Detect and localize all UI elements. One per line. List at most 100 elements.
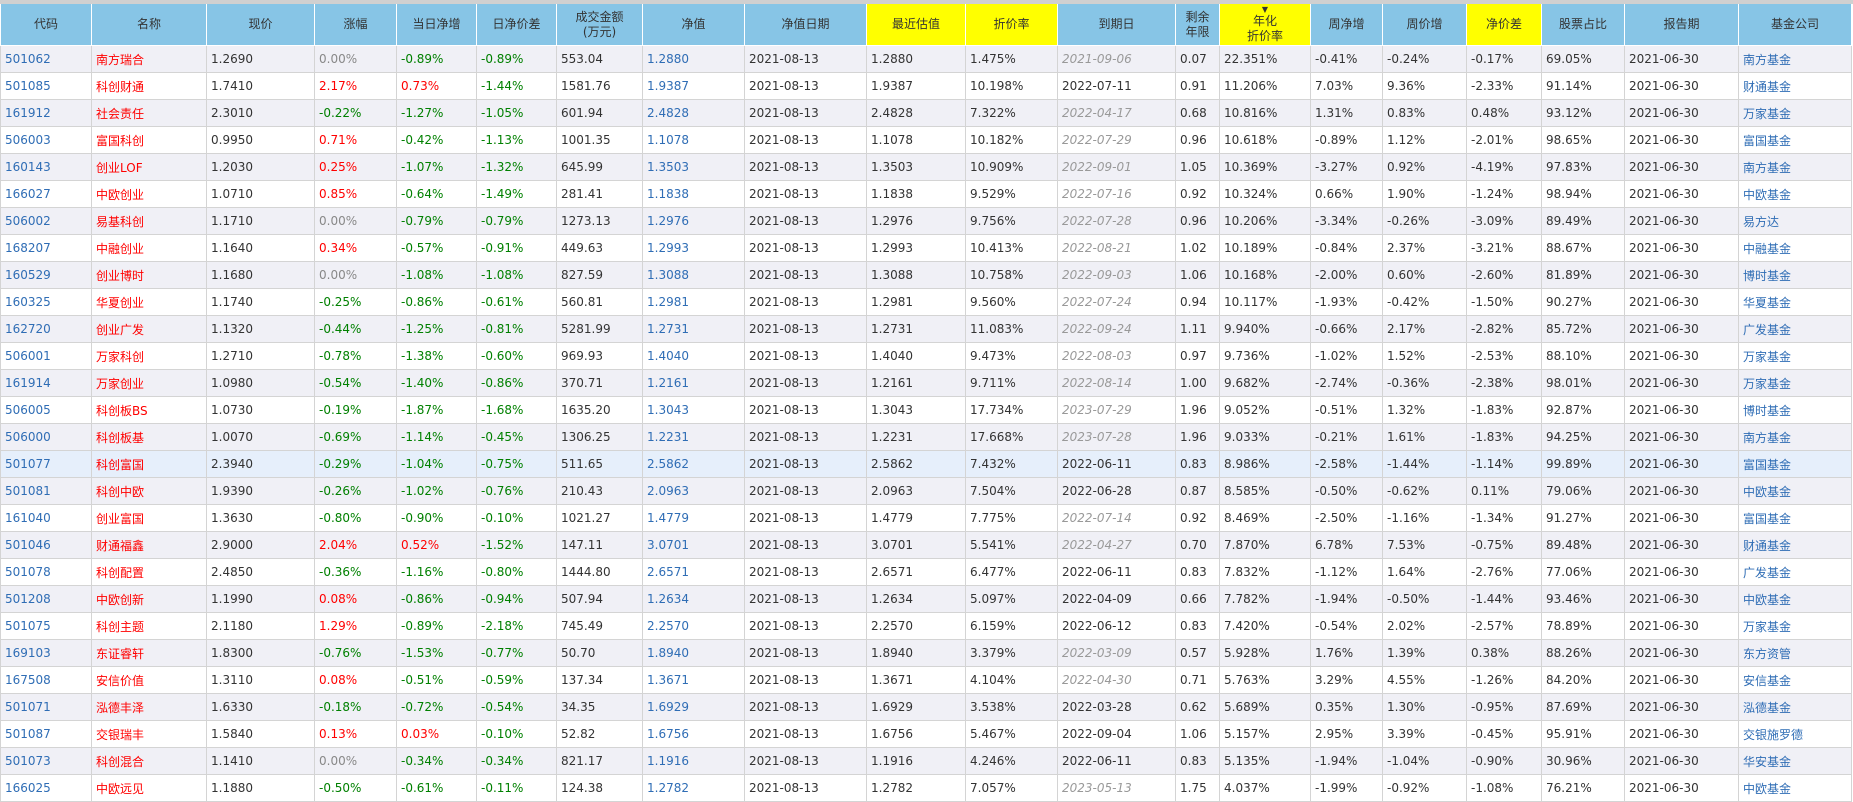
cell-nav[interactable]: 2.2570	[642, 612, 745, 640]
cell-code[interactable]: 161912	[0, 99, 92, 127]
cell-nav[interactable]: 1.2161	[642, 369, 745, 397]
cell-code[interactable]: 501046	[0, 531, 92, 559]
cell-fund-company[interactable]: 富国基金	[1738, 126, 1852, 154]
header-years-left[interactable]: 剩余 年限	[1175, 4, 1220, 46]
table-row[interactable]: 506003 富国科创 0.9950 0.71% -0.42% -1.13% 1001.35…	[0, 126, 1852, 154]
cell-fund-company[interactable]: 安信基金	[1738, 666, 1852, 694]
cell-nav[interactable]: 1.9387	[642, 72, 745, 100]
cell-nav[interactable]: 1.1078	[642, 126, 745, 154]
cell-code[interactable]: 506003	[0, 126, 92, 154]
cell-name[interactable]: 中欧远见	[91, 774, 207, 802]
cell-name[interactable]: 社会责任	[91, 99, 207, 127]
cell-nav[interactable]: 1.3503	[642, 153, 745, 181]
cell-code[interactable]: 169103	[0, 639, 92, 667]
cell-name[interactable]: 创业富国	[91, 504, 207, 532]
cell-name[interactable]: 华夏创业	[91, 288, 207, 316]
header-day-nav-change[interactable]: 当日净增	[396, 4, 477, 46]
cell-code[interactable]: 501078	[0, 558, 92, 586]
cell-name[interactable]: 科创主题	[91, 612, 207, 640]
cell-nav[interactable]: 1.1838	[642, 180, 745, 208]
cell-name[interactable]: 万家创业	[91, 369, 207, 397]
cell-fund-company[interactable]: 泓德基金	[1738, 693, 1852, 721]
cell-name[interactable]: 科创板BS	[91, 396, 207, 424]
cell-name[interactable]: 财通福鑫	[91, 531, 207, 559]
table-row[interactable]: 506001 万家科创 1.2710 -0.78% -1.38% -0.60% 969.93…	[0, 342, 1852, 370]
cell-nav[interactable]: 1.2993	[642, 234, 745, 262]
cell-fund-company[interactable]: 中欧基金	[1738, 774, 1852, 802]
cell-code[interactable]: 506000	[0, 423, 92, 451]
cell-name[interactable]: 科创配置	[91, 558, 207, 586]
cell-code[interactable]: 167508	[0, 666, 92, 694]
table-row[interactable]: 501062 南方瑞合 1.2690 0.00% -0.89% -0.89% 553.04 1…	[0, 45, 1852, 73]
cell-name[interactable]: 万家科创	[91, 342, 207, 370]
cell-nav[interactable]: 1.2231	[642, 423, 745, 451]
cell-nav[interactable]: 1.6756	[642, 720, 745, 748]
cell-name[interactable]: 交银瑞丰	[91, 720, 207, 748]
header-fund-company[interactable]: 基金公司	[1738, 4, 1852, 46]
header-price[interactable]: 现价	[206, 4, 315, 46]
cell-name[interactable]: 中融创业	[91, 234, 207, 262]
cell-nav[interactable]: 1.2731	[642, 315, 745, 343]
cell-fund-company[interactable]: 万家基金	[1738, 342, 1852, 370]
header-day-spread[interactable]: 日净价差	[476, 4, 557, 46]
header-net-spread[interactable]: 净价差	[1466, 4, 1542, 46]
cell-code[interactable]: 501081	[0, 477, 92, 505]
cell-nav[interactable]: 1.2976	[642, 207, 745, 235]
cell-code[interactable]: 160325	[0, 288, 92, 316]
table-row[interactable]: 160143 创业LOF 1.2030 0.25% -1.07% -1.32% 645.99…	[0, 153, 1852, 181]
cell-fund-company[interactable]: 中融基金	[1738, 234, 1852, 262]
cell-name[interactable]: 东证睿轩	[91, 639, 207, 667]
cell-nav[interactable]: 1.2782	[642, 774, 745, 802]
cell-code[interactable]: 160529	[0, 261, 92, 289]
cell-fund-company[interactable]: 华夏基金	[1738, 288, 1852, 316]
cell-code[interactable]: 161914	[0, 369, 92, 397]
cell-code[interactable]: 501073	[0, 747, 92, 775]
cell-code[interactable]: 166025	[0, 774, 92, 802]
cell-nav[interactable]: 1.3088	[642, 261, 745, 289]
cell-name[interactable]: 创业广发	[91, 315, 207, 343]
header-maturity[interactable]: 到期日	[1057, 4, 1176, 46]
cell-code[interactable]: 162720	[0, 315, 92, 343]
cell-code[interactable]: 501062	[0, 45, 92, 73]
cell-name[interactable]: 中欧创业	[91, 180, 207, 208]
cell-code[interactable]: 168207	[0, 234, 92, 262]
cell-fund-company[interactable]: 中欧基金	[1738, 180, 1852, 208]
cell-name[interactable]: 泓德丰泽	[91, 693, 207, 721]
table-row[interactable]: 501075 科创主题 2.1180 1.29% -0.89% -2.18% 745.49 2…	[0, 612, 1852, 640]
table-row[interactable]: 501046 财通福鑫 2.9000 2.04% 0.52% -1.52% 147.11 3.…	[0, 531, 1852, 559]
cell-name[interactable]: 科创板基	[91, 423, 207, 451]
table-row[interactable]: 501208 中欧创新 1.1990 0.08% -0.86% -0.94% 507.94 1…	[0, 585, 1852, 613]
cell-name[interactable]: 科创富国	[91, 450, 207, 478]
table-row[interactable]: 169103 东证睿轩 1.8300 -0.76% -1.53% -0.77% 50.70 1…	[0, 639, 1852, 667]
cell-code[interactable]: 506002	[0, 207, 92, 235]
cell-fund-company[interactable]: 南方基金	[1738, 45, 1852, 73]
cell-fund-company[interactable]: 富国基金	[1738, 450, 1852, 478]
header-report-date[interactable]: 报告期	[1624, 4, 1739, 46]
table-row[interactable]: 501077 科创富国 2.3940 -0.29% -1.04% -0.75% 511.65…	[0, 450, 1852, 478]
cell-fund-company[interactable]: 易方达	[1738, 207, 1852, 235]
cell-fund-company[interactable]: 南方基金	[1738, 153, 1852, 181]
table-row[interactable]: 161040 创业富国 1.3630 -0.80% -0.90% -0.10% 1021.2…	[0, 504, 1852, 532]
cell-name[interactable]: 中欧创新	[91, 585, 207, 613]
cell-nav[interactable]: 2.5862	[642, 450, 745, 478]
header-discount[interactable]: 折价率	[965, 4, 1058, 46]
cell-code[interactable]: 501087	[0, 720, 92, 748]
cell-name[interactable]: 创业LOF	[91, 153, 207, 181]
cell-fund-company[interactable]: 博时基金	[1738, 261, 1852, 289]
cell-code[interactable]: 501208	[0, 585, 92, 613]
cell-fund-company[interactable]: 万家基金	[1738, 99, 1852, 127]
cell-nav[interactable]: 1.4779	[642, 504, 745, 532]
table-row[interactable]: 501078 科创配置 2.4850 -0.36% -1.16% -0.80% 1444.8…	[0, 558, 1852, 586]
cell-code[interactable]: 166027	[0, 180, 92, 208]
table-row[interactable]: 160325 华夏创业 1.1740 -0.25% -0.86% -0.61% 560.81…	[0, 288, 1852, 316]
header-code[interactable]: 代码	[0, 4, 92, 46]
cell-code[interactable]: 501071	[0, 693, 92, 721]
cell-fund-company[interactable]: 万家基金	[1738, 612, 1852, 640]
cell-fund-company[interactable]: 财通基金	[1738, 531, 1852, 559]
cell-fund-company[interactable]: 广发基金	[1738, 315, 1852, 343]
cell-nav[interactable]: 1.3671	[642, 666, 745, 694]
cell-name[interactable]: 创业博时	[91, 261, 207, 289]
table-row[interactable]: 506005 科创板BS 1.0730 -0.19% -1.87% -1.68% 1635.…	[0, 396, 1852, 424]
cell-fund-company[interactable]: 中欧基金	[1738, 585, 1852, 613]
cell-name[interactable]: 安信价值	[91, 666, 207, 694]
